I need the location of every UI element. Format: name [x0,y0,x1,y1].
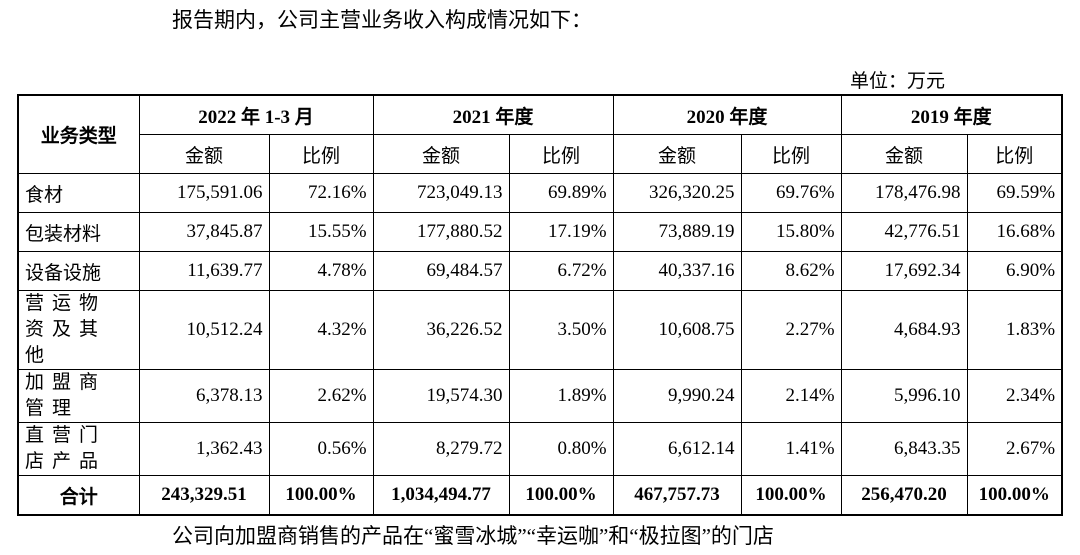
cell: 73,889.19 [612,212,742,252]
cell: 6,612.14 [612,422,742,476]
cell: 2.67% [966,422,1063,476]
period-header: 2021 年度 [372,94,614,135]
cell: 8.62% [740,251,842,291]
total-row: 合计 243,329.51 100.00% 1,034,494.77 100.00% 46… [17,475,1063,516]
cell: 100.00% [966,475,1063,516]
row-label: 营运物资及其他 [17,290,140,370]
cell: 37,845.87 [138,212,270,252]
data-row: 营运物资及其他 10,512.24 4.32% 36,226.52 3.50% 10,60… [17,290,1063,370]
header-row: 金额 比例 金额 比例 金额 比例 金额 比例 [18,134,1063,174]
cell: 1,362.43 [138,422,270,476]
cell: 0.56% [268,422,374,476]
cell: 6,843.35 [840,422,968,476]
cell: 4.32% [268,290,374,370]
cell: 8,279.72 [372,422,510,476]
row-header: 业务类型 [17,94,140,174]
cell: 0.80% [508,422,614,476]
column-header: 金额 [612,134,742,174]
row-label: 直营门店产品 [17,422,140,476]
cell: 175,591.06 [138,173,270,213]
cell: 2.14% [740,369,842,423]
cell: 1.83% [966,290,1063,370]
cell: 6.72% [508,251,614,291]
cell: 69,484.57 [372,251,510,291]
cell: 9,990.24 [612,369,742,423]
cell: 11,639.77 [138,251,270,291]
cell: 100.00% [508,475,614,516]
row-label: 包装材料 [17,212,140,252]
cell: 1,034,494.77 [372,475,510,516]
cell: 177,880.52 [372,212,510,252]
cell: 17.19% [508,212,614,252]
cell: 15.55% [268,212,374,252]
period-header: 2019 年度 [840,94,1063,135]
cell: 100.00% [740,475,842,516]
cell: 256,470.20 [840,475,968,516]
row-label: 设备设施 [17,251,140,291]
period-header: 2020 年度 [612,94,842,135]
cell: 6,378.13 [138,369,270,423]
cell: 178,476.98 [840,173,968,213]
data-row: 食材 175,591.06 72.16% 723,049.13 69.89% 326,32… [17,173,1063,213]
column-header: 比例 [268,134,374,174]
cell: 36,226.52 [372,290,510,370]
unit-label: 单位：万元 [850,71,946,92]
cell: 1.41% [740,422,842,476]
cell: 467,757.73 [612,475,742,516]
cell: 17,692.34 [840,251,968,291]
revenue-table: 业务类型 2022 年 1-3 月 2021 年度 2020 年度 2019 年度 金额比… [17,94,1064,516]
cell: 4,684.93 [840,290,968,370]
cell: 6.90% [966,251,1063,291]
column-header: 比例 [966,134,1063,174]
cell: 19,574.30 [372,369,510,423]
cell: 10,512.24 [138,290,270,370]
row-label: 食材 [17,173,140,213]
column-header: 比例 [740,134,842,174]
data-row: 加盟商管理 6,378.13 2.62% 19,574.30 1.89% 9,990.24… [17,369,1063,423]
footer-text: 公司向加盟商销售的产品在“蜜雪冰城”“幸运咖”和“极拉图”的门店 [172,524,774,548]
cell: 326,320.25 [612,173,742,213]
data-row: 包装材料 37,845.87 15.55% 177,880.52 17.19% 73,88… [17,212,1063,252]
column-header: 金额 [138,134,270,174]
row-label: 合计 [17,475,140,516]
cell: 2.34% [966,369,1063,423]
cell: 100.00% [268,475,374,516]
data-row: 设备设施 11,639.77 4.78% 69,484.57 6.72% 40,337.1… [17,251,1063,291]
cell: 69.89% [508,173,614,213]
cell: 40,337.16 [612,251,742,291]
period-header: 2022 年 1-3 月 [138,94,374,135]
cell: 1.89% [508,369,614,423]
table-head: 业务类型 2022 年 1-3 月 2021 年度 2020 年度 2019 年度 金额比… [17,94,1063,174]
cell: 10,608.75 [612,290,742,370]
cell: 72.16% [268,173,374,213]
row-label: 加盟商管理 [17,369,140,423]
table-body: 食材 175,591.06 72.16% 723,049.13 69.89% 326,32… [17,173,1063,516]
cell: 243,329.51 [138,475,270,516]
cell: 2.62% [268,369,374,423]
cell: 16.68% [966,212,1063,252]
column-header: 比例 [508,134,614,174]
cell: 3.50% [508,290,614,370]
data-row: 直营门店产品 1,362.43 0.56% 8,279.72 0.80% 6,612.14… [17,422,1063,476]
cell: 69.59% [966,173,1063,213]
cell: 69.76% [740,173,842,213]
header-row: 业务类型 2022 年 1-3 月 2021 年度 2020 年度 2019 年度 [17,94,1063,174]
cell: 723,049.13 [372,173,510,213]
column-header: 金额 [840,134,968,174]
cell: 4.78% [268,251,374,291]
cell: 5,996.10 [840,369,968,423]
cell: 2.27% [740,290,842,370]
cell: 42,776.51 [840,212,968,252]
cell: 15.80% [740,212,842,252]
intro-text: 报告期内，公司主营业务收入构成情况如下： [172,8,592,32]
column-header: 金额 [372,134,510,174]
